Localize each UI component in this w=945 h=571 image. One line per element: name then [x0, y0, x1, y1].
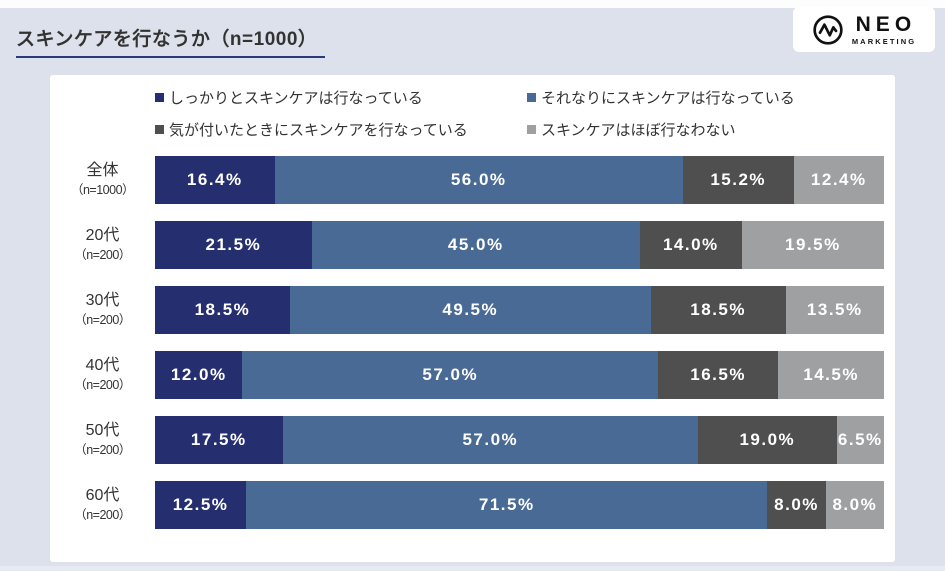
- bar-segment: 6.5%: [836, 415, 884, 464]
- bar-segment: 21.5%: [155, 220, 312, 269]
- bar-segment: 14.0%: [639, 220, 742, 269]
- bar-segment: 8.0%: [767, 480, 826, 529]
- chart-row: 全体 （n=1000） 16.4% 56.0% 15.2% 12.4%: [50, 147, 895, 212]
- legend-marker-icon: [155, 93, 164, 102]
- category-name: 40代: [85, 356, 120, 374]
- logo-name: NEO: [855, 12, 917, 36]
- category-sample-size: （n=200）: [74, 312, 131, 327]
- stacked-bar: 12.5% 71.5% 8.0% 8.0%: [155, 480, 884, 529]
- chart-row: 30代 （n=200） 18.5% 49.5% 18.5% 13.5%: [50, 277, 895, 342]
- category-sample-size: （n=200）: [74, 247, 131, 262]
- category-label: 50代 （n=200）: [50, 421, 155, 458]
- bar-segment: 49.5%: [289, 285, 651, 334]
- category-name: 全体: [86, 161, 119, 179]
- category-sample-size: （n=200）: [74, 442, 131, 457]
- legend-label: しっかりとスキンケアは行なっている: [169, 90, 423, 107]
- bar-segment: 57.0%: [282, 415, 699, 464]
- bar-segment: 17.5%: [155, 415, 283, 464]
- legend-item: スキンケアはほぼ行なわない: [527, 119, 885, 140]
- legend-marker-icon: [527, 93, 536, 102]
- page-title: スキンケアを行なうか（n=1000）: [16, 24, 326, 58]
- top-white-strip: [0, 0, 945, 8]
- stacked-bar: 16.4% 56.0% 15.2% 12.4%: [155, 155, 884, 204]
- chart-row: 50代 （n=200） 17.5% 57.0% 19.0% 6.5%: [50, 407, 895, 472]
- category-name: 30代: [85, 291, 120, 309]
- chart-row: 20代 （n=200） 21.5% 45.0% 14.0% 19.5%: [50, 212, 895, 277]
- category-name: 20代: [85, 226, 120, 244]
- category-label: 60代 （n=200）: [50, 486, 155, 523]
- category-label: 40代 （n=200）: [50, 356, 155, 393]
- legend-item: しっかりとスキンケアは行なっている: [155, 87, 527, 108]
- neo-marketing-logo: NEO MARKETING: [793, 7, 935, 52]
- chart-row: 60代 （n=200） 12.5% 71.5% 8.0% 8.0%: [50, 472, 895, 537]
- stacked-bar: 12.0% 57.0% 16.5% 14.5%: [155, 350, 884, 399]
- bar-segment: 19.0%: [698, 415, 837, 464]
- legend-item: 気が付いたときにスキンケアを行なっている: [155, 119, 527, 140]
- chart-row: 40代 （n=200） 12.0% 57.0% 16.5% 14.5%: [50, 342, 895, 407]
- bar-segment: 16.5%: [657, 350, 779, 399]
- category-name: 50代: [85, 421, 120, 439]
- legend-label: 気が付いたときにスキンケアを行なっている: [169, 122, 468, 139]
- bar-segment: 12.0%: [155, 350, 243, 399]
- bar-segment: 12.4%: [793, 155, 884, 204]
- chart-legend: しっかりとスキンケアは行なっている それなりにスキンケアは行なっている気が付いたと…: [155, 87, 885, 140]
- bar-segment: 14.5%: [778, 350, 884, 399]
- category-label: 30代 （n=200）: [50, 291, 155, 328]
- bar-segment: 56.0%: [274, 155, 683, 204]
- bar-segment: 8.0%: [825, 480, 884, 529]
- chart-panel: しっかりとスキンケアは行なっている それなりにスキンケアは行なっている気が付いたと…: [50, 75, 895, 562]
- legend-label: スキンケアはほぼ行なわない: [541, 122, 736, 139]
- category-sample-size: （n=200）: [74, 507, 131, 522]
- legend-item: それなりにスキンケアは行なっている: [527, 87, 885, 108]
- bar-segment: 45.0%: [311, 220, 640, 269]
- legend-marker-icon: [527, 125, 536, 134]
- bar-segment: 19.5%: [741, 220, 884, 269]
- category-name: 60代: [85, 486, 120, 504]
- bar-segment: 12.5%: [155, 480, 247, 529]
- category-label: 全体 （n=1000）: [50, 161, 155, 198]
- category-label: 20代 （n=200）: [50, 226, 155, 263]
- logo-subtitle: MARKETING: [851, 36, 917, 46]
- category-sample-size: （n=200）: [74, 377, 131, 392]
- bar-segment: 57.0%: [242, 350, 658, 399]
- bar-segment: 18.5%: [650, 285, 786, 334]
- pulse-circle-icon: [813, 14, 843, 45]
- stacked-bar-chart: 全体 （n=1000） 16.4% 56.0% 15.2% 12.4% 20代 （n=200）…: [50, 147, 895, 537]
- stacked-bar: 18.5% 49.5% 18.5% 13.5%: [155, 285, 884, 334]
- bar-segment: 18.5%: [155, 285, 290, 334]
- bar-segment: 15.2%: [682, 155, 794, 204]
- category-sample-size: （n=1000）: [70, 182, 135, 197]
- stacked-bar: 21.5% 45.0% 14.0% 19.5%: [155, 220, 884, 269]
- bar-segment: 13.5%: [785, 285, 884, 334]
- legend-marker-icon: [155, 125, 164, 134]
- bottom-strip: [0, 566, 945, 571]
- bar-segment: 71.5%: [246, 480, 768, 529]
- logo-text: NEO MARKETING: [852, 14, 916, 46]
- bar-segment: 16.4%: [155, 155, 275, 204]
- legend-label: それなりにスキンケアは行なっている: [541, 90, 795, 107]
- stacked-bar: 17.5% 57.0% 19.0% 6.5%: [155, 415, 884, 464]
